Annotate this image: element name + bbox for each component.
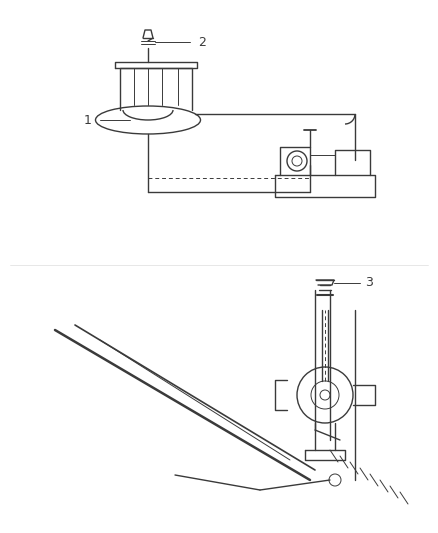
Text: 3: 3 <box>365 277 373 289</box>
Text: 1: 1 <box>84 114 92 126</box>
Text: 2: 2 <box>198 36 206 49</box>
